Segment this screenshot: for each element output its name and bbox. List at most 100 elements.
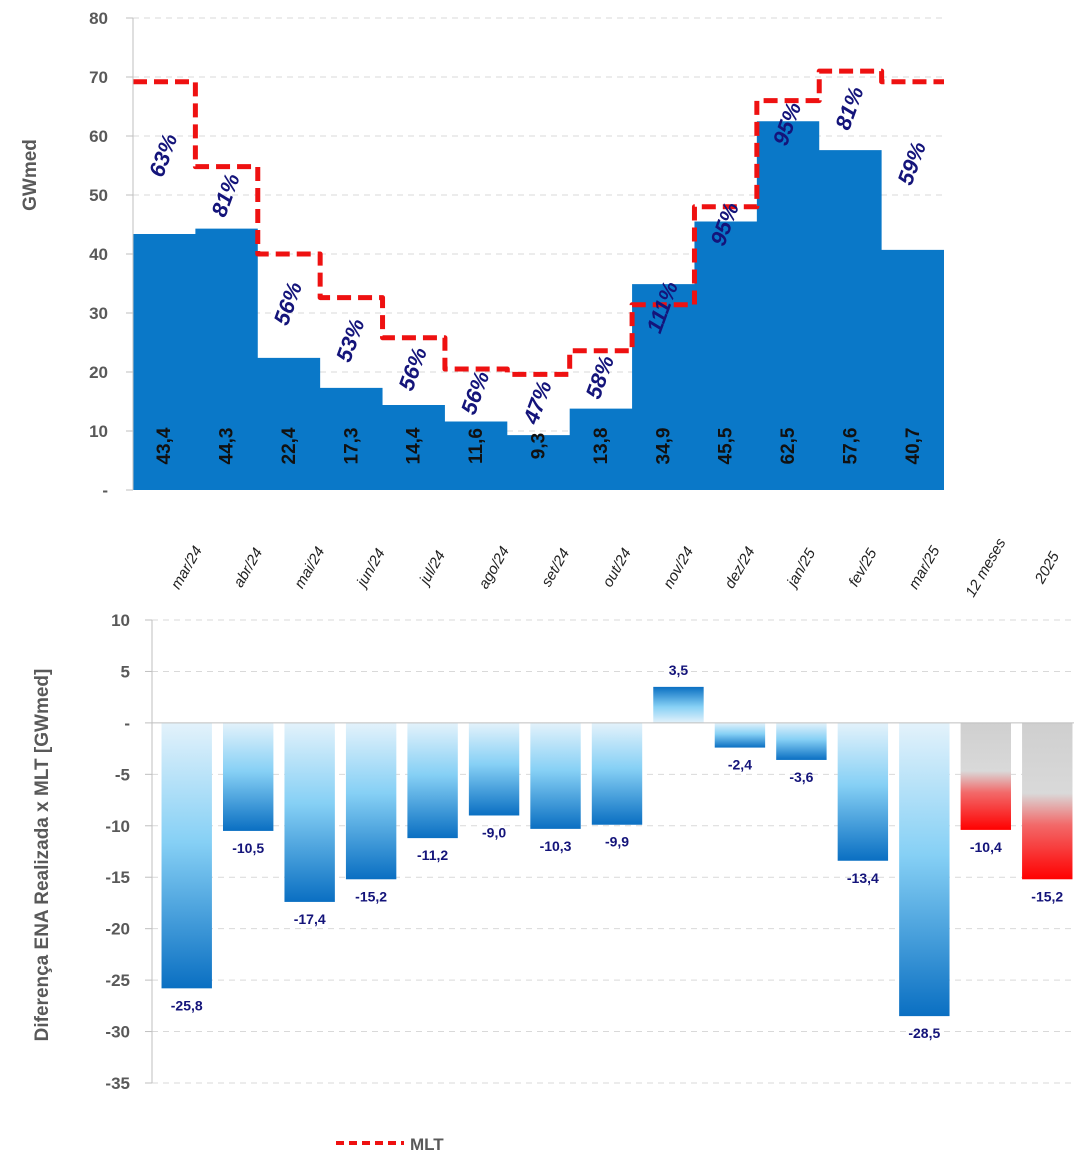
difference-bar: [345, 722, 397, 880]
category-label: abr/24: [230, 545, 266, 590]
bottom-y-axis-title: Diferença ENA Realizada x MLT [GWmed]: [32, 669, 53, 1042]
bottom-value-label: -15,2: [1031, 888, 1063, 904]
category-label: nov/24: [660, 544, 697, 592]
difference-bar: [222, 722, 274, 831]
difference-bar: [960, 722, 1012, 830]
top-percent-label: 58%: [581, 352, 620, 402]
category-label: mar/24: [168, 543, 206, 592]
difference-bar: [1022, 722, 1073, 880]
top-y-tick-label: 10: [89, 422, 108, 441]
top-area-chart: - 10 20 30 40 50 60 70 80 43,4 44,3 22,4 17,3 14,4 11…: [20, 9, 944, 500]
top-y-tick-label: 20: [89, 363, 108, 382]
top-value-label: 13,8: [591, 428, 612, 465]
category-label: fev/25: [845, 545, 880, 589]
difference-bar: [837, 722, 889, 861]
bottom-value-label: -10,4: [970, 839, 1002, 855]
top-value-label: 57,6: [840, 428, 861, 465]
top-y-tick-label: 70: [89, 68, 108, 87]
bottom-value-label: -11,2: [417, 847, 448, 863]
bottom-value-label: -10,3: [540, 838, 572, 854]
bottom-value-label: -17,4: [294, 911, 326, 927]
category-label: jun/24: [353, 546, 389, 592]
difference-bar: [653, 686, 704, 723]
top-value-label: 17,3: [341, 428, 362, 465]
category-label: jan/25: [783, 545, 819, 591]
ena-area-series: [133, 121, 944, 490]
top-percent-label: 81%: [206, 170, 245, 220]
top-value-label: 45,5: [716, 427, 737, 464]
difference-bar: [468, 722, 520, 816]
top-percent-label: 53%: [331, 315, 370, 365]
difference-bar: [407, 722, 458, 839]
top-value-label: 43,4: [154, 427, 175, 464]
top-percent-label: 56%: [456, 368, 495, 418]
mlt-step-line: [133, 68, 944, 377]
category-label: jul/24: [415, 548, 449, 589]
bottom-y-tick-label: -5: [115, 765, 130, 784]
bottom-y-tick-label: -35: [105, 1074, 130, 1093]
top-y-tick-label: 30: [89, 304, 108, 323]
top-value-label: 34,9: [653, 428, 674, 465]
top-y-ticks: - 10 20 30 40 50 60 70 80: [89, 9, 134, 500]
top-y-tick-label: 50: [89, 186, 108, 205]
top-percent-label: 47%: [518, 377, 557, 428]
bottom-y-tick-label: -: [124, 714, 130, 733]
top-percent-label: 56%: [269, 278, 308, 328]
top-value-label: 40,7: [903, 428, 924, 465]
top-percent-label: 59%: [892, 138, 931, 188]
difference-bar: [776, 722, 827, 760]
category-label: dez/24: [721, 544, 758, 592]
top-value-label: 22,4: [279, 427, 300, 464]
category-label: mar/25: [905, 543, 943, 592]
bottom-value-label: -9,9: [605, 834, 629, 850]
category-label: 12 meses: [962, 535, 1009, 600]
category-label: out/24: [599, 545, 635, 590]
bottom-value-label: -15,2: [355, 888, 387, 904]
top-value-label: 9,3: [529, 433, 550, 459]
difference-bar: [284, 722, 335, 902]
top-y-axis-title: GWmed: [20, 139, 41, 211]
bottom-value-label: -2,4: [728, 757, 752, 773]
difference-bar: [591, 722, 643, 825]
top-percent-label: 63%: [144, 130, 183, 180]
bottom-y-ticks: -35-30-25-20-15-10-5-510: [105, 611, 1074, 1093]
bottom-bar-chart: -35-30-25-20-15-10-5-510 -25,8-10,5-17,4…: [32, 611, 1074, 1093]
bottom-y-tick-label: -10: [105, 817, 130, 836]
difference-bar: [714, 722, 766, 748]
bottom-value-label: 3,5: [669, 662, 689, 678]
legend-mlt-label: MLT: [410, 1135, 444, 1154]
category-label: mai/24: [291, 544, 328, 591]
top-value-label: 11,6: [466, 428, 487, 464]
bottom-value-label: -3,6: [789, 769, 813, 785]
category-label: ago/24: [475, 544, 513, 592]
bottom-value-label: -28,5: [908, 1025, 940, 1041]
difference-bars: [161, 686, 1073, 1017]
category-axis-labels: mar/24 abr/24 mai/24 jun/24 jul/24 ago/24 set/…: [168, 535, 1064, 600]
difference-bar: [530, 722, 581, 829]
bottom-y-tick-label: 5: [121, 662, 130, 681]
top-y-tick-label: 40: [89, 245, 108, 264]
top-y-tick-label: -: [102, 481, 108, 500]
bottom-y-tick-label: -25: [105, 971, 130, 990]
bottom-value-label: -13,4: [847, 870, 879, 886]
bottom-value-label: -25,8: [171, 997, 203, 1013]
bottom-value-label: -9,0: [482, 824, 506, 840]
top-y-tick-label: 80: [89, 9, 108, 28]
category-label: set/24: [538, 546, 573, 590]
bottom-y-tick-label: -20: [105, 920, 130, 939]
bottom-y-tick-label: -30: [105, 1023, 130, 1042]
top-value-label: 14,4: [404, 427, 425, 464]
bottom-value-label: -10,5: [232, 840, 264, 856]
top-value-labels: 43,4 44,3 22,4 17,3 14,4 11,6 9,3 13,8 34,9 45,5 6…: [154, 427, 924, 464]
top-percent-label: 81%: [830, 83, 869, 133]
bottom-y-tick-label: -15: [105, 868, 130, 887]
difference-bar: [161, 722, 212, 989]
difference-bar: [899, 722, 950, 1017]
top-value-label: 44,3: [217, 428, 238, 465]
top-value-label: 62,5: [778, 427, 799, 464]
bottom-value-labels: -25,8 -10,5 -17,4 -15,2 -11,2 -9,0 -10,3 -9,9 3,…: [171, 662, 1064, 1041]
top-y-tick-label: 60: [89, 127, 108, 146]
category-label: 2025: [1031, 548, 1063, 587]
legend: MLT: [336, 1135, 444, 1154]
